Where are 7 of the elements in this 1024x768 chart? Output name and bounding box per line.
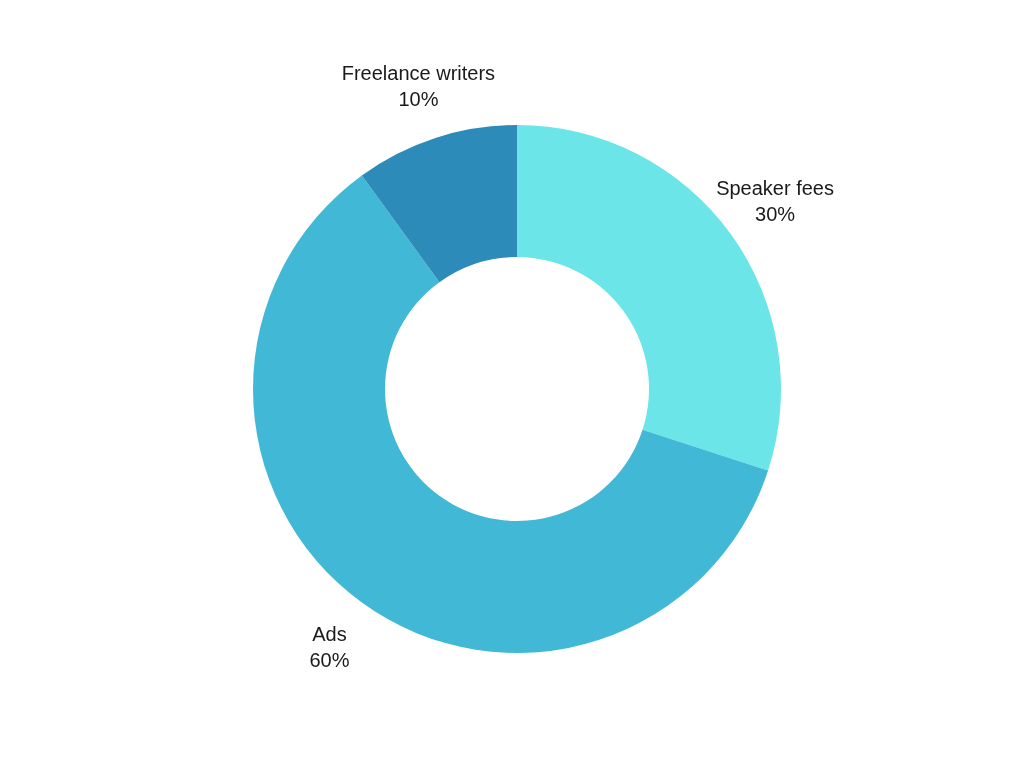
data-label: 60% (309, 649, 350, 672)
slice-label: Ads (312, 623, 347, 646)
data-label: 30% (755, 203, 796, 226)
slice-label: Freelance writers (341, 61, 496, 84)
data-label: 10% (398, 87, 439, 110)
donut-slice (361, 125, 517, 283)
slice-label: Speaker fees (716, 177, 835, 200)
